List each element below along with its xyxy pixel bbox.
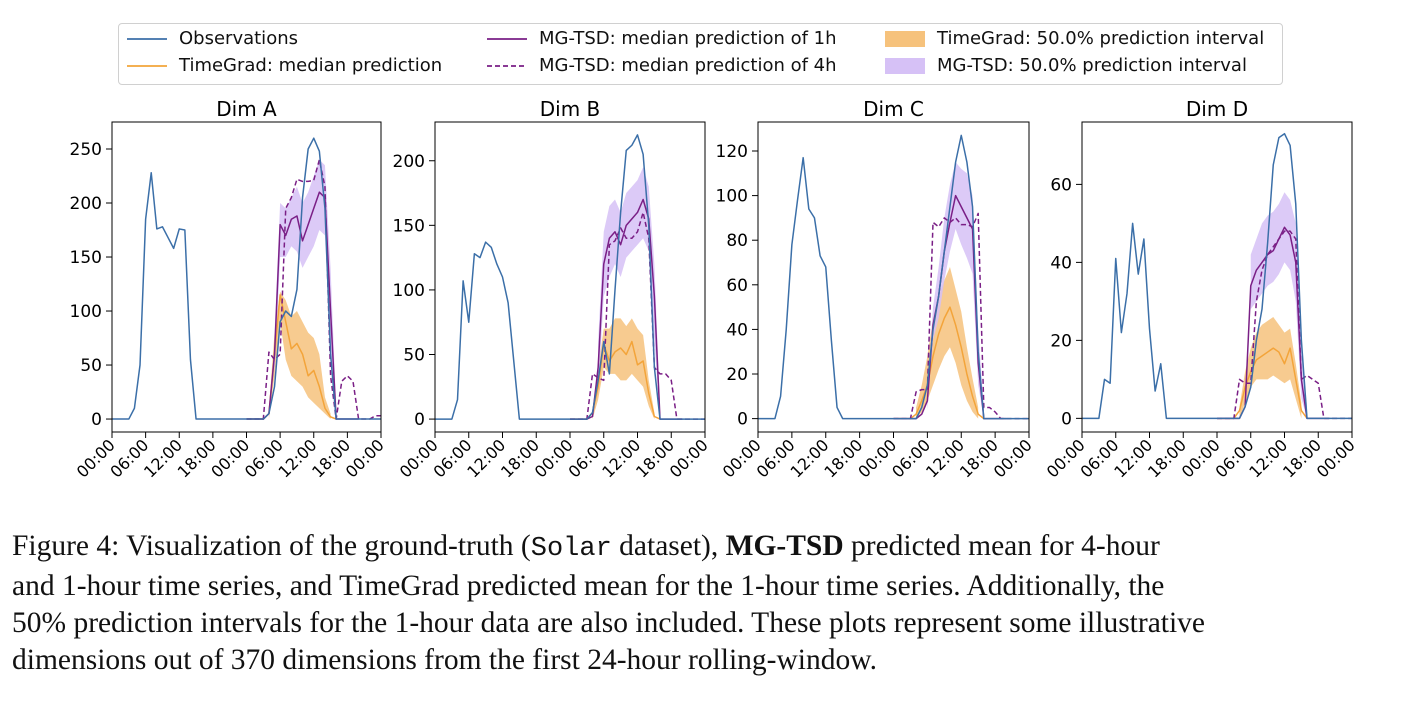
caption-line-3: 50% prediction intervals for the 1-hour … [12, 607, 1206, 639]
caption-text: Figure 4: Visualization of the ground-tr… [12, 530, 531, 562]
legend-swatch-dashed-icon [487, 64, 527, 67]
y-tick-label: 150 [393, 216, 425, 236]
chart-panel: Dim A05010015020025000:0006:0012:0018:00… [70, 97, 388, 481]
legend-swatch-line-icon [487, 37, 527, 40]
chart-title: Dim B [540, 97, 601, 121]
y-tick-label: 50 [403, 346, 425, 366]
mgtsd-4h-median-line [1217, 230, 1352, 420]
y-tick-label: 120 [716, 142, 748, 162]
y-tick-label: 20 [726, 365, 748, 385]
legend-label: MG-TSD: median prediction of 1h [539, 28, 837, 49]
plot-area [435, 134, 705, 420]
observations-line [435, 134, 705, 420]
observations-line [112, 137, 381, 420]
legend-swatch-band-icon [885, 57, 925, 74]
y-tick-label: 100 [393, 281, 425, 301]
y-tick-label: 50 [80, 356, 102, 376]
caption-text: predicted mean for 4-hour [843, 530, 1160, 562]
x-tick-label: 00:00 [990, 435, 1036, 481]
figure-caption: Figure 4: Visualization of the ground-tr… [12, 528, 1407, 679]
mgtsd-interval-band [598, 167, 660, 420]
timegrad-interval-band [916, 266, 979, 419]
legend-item-mgtsd-median-1h: MG-TSD: median prediction of 1h [487, 28, 837, 49]
y-tick-label: 150 [70, 248, 102, 268]
y-tick-label: 100 [70, 302, 102, 322]
legend-label: TimeGrad: 50.0% prediction interval [937, 28, 1265, 49]
chart-legend: Observations TimeGrad: median prediction… [118, 23, 1283, 85]
timegrad-interval-band [592, 318, 655, 420]
figure-charts: Dim A05010015020025000:0006:0012:0018:00… [70, 97, 1359, 481]
mgtsd-4h-median-line [570, 211, 705, 420]
legend-swatch-line-icon [127, 64, 167, 67]
legend-label: MG-TSD: 50.0% prediction interval [937, 55, 1247, 76]
y-tick-label: 0 [737, 410, 748, 430]
chart-title: Dim C [863, 97, 924, 121]
y-tick-label: 60 [726, 276, 748, 296]
y-tick-label: 0 [414, 410, 425, 430]
legend-label: Observations [179, 28, 298, 49]
y-tick-label: 200 [393, 152, 425, 172]
legend-item-mgtsd-median-4h: MG-TSD: median prediction of 4h [487, 55, 837, 76]
mgtsd-4h-median-line [246, 159, 381, 420]
axes-frame [434, 121, 706, 433]
y-tick-label: 0 [1061, 409, 1072, 429]
legend-label: TimeGrad: median prediction [179, 55, 443, 76]
y-tick-label: 40 [726, 320, 748, 340]
mgtsd-4h-median-line [893, 212, 1029, 420]
y-tick-label: 20 [1050, 331, 1072, 351]
x-tick-label: 00:00 [342, 435, 388, 481]
y-tick-label: 0 [91, 410, 102, 430]
y-tick-label: 250 [70, 140, 102, 160]
chart-title: Dim D [1186, 97, 1248, 121]
y-tick-label: 60 [1050, 175, 1072, 195]
caption-line-2: and 1-hour time series, and TimeGrad pre… [12, 570, 1165, 602]
caption-text: dataset), [611, 530, 726, 562]
chart-panel: Dim D020406000:0006:0012:0018:0000:0006:… [1043, 97, 1359, 481]
x-tick-label: 00:00 [1313, 435, 1359, 481]
plot-area [1082, 132, 1352, 420]
y-tick-label: 80 [726, 231, 748, 251]
timegrad-median-line [570, 340, 661, 420]
observations-line [758, 134, 1029, 420]
legend-item-timegrad-interval: TimeGrad: 50.0% prediction interval [885, 28, 1264, 49]
y-tick-label: 40 [1050, 253, 1072, 273]
y-tick-label: 100 [716, 187, 748, 207]
caption-line-1: Figure 4: Visualization of the ground-tr… [12, 528, 1407, 568]
chart-title: Dim A [216, 97, 277, 121]
plot-area [112, 137, 381, 420]
caption-line-4: dimensions out of 370 dimensions from th… [12, 644, 877, 676]
legend-swatch-line-icon [127, 37, 167, 40]
chart-panel: Dim C02040608010012000:0006:0012:0018:00… [716, 97, 1036, 481]
caption-method-name: MG-TSD [725, 530, 844, 562]
timegrad-interval-band [268, 291, 331, 420]
caption-dataset-name: Solar [530, 534, 612, 564]
legend-item-mgtsd-interval: MG-TSD: 50.0% prediction interval [885, 55, 1247, 76]
legend-item-observations: Observations [127, 28, 298, 49]
legend-swatch-band-icon [885, 30, 925, 47]
y-tick-label: 200 [70, 194, 102, 214]
chart-panel: Dim B05010015020000:0006:0012:0018:0000:… [393, 97, 712, 481]
plot-area [758, 134, 1029, 420]
axes-frame [1081, 121, 1353, 433]
legend-item-timegrad-median: TimeGrad: median prediction [127, 55, 442, 76]
axes-frame [757, 121, 1030, 433]
timegrad-interval-band [1239, 316, 1302, 419]
legend-label: MG-TSD: median prediction of 4h [539, 55, 837, 76]
x-tick-label: 00:00 [666, 435, 712, 481]
observations-line [1082, 132, 1352, 420]
